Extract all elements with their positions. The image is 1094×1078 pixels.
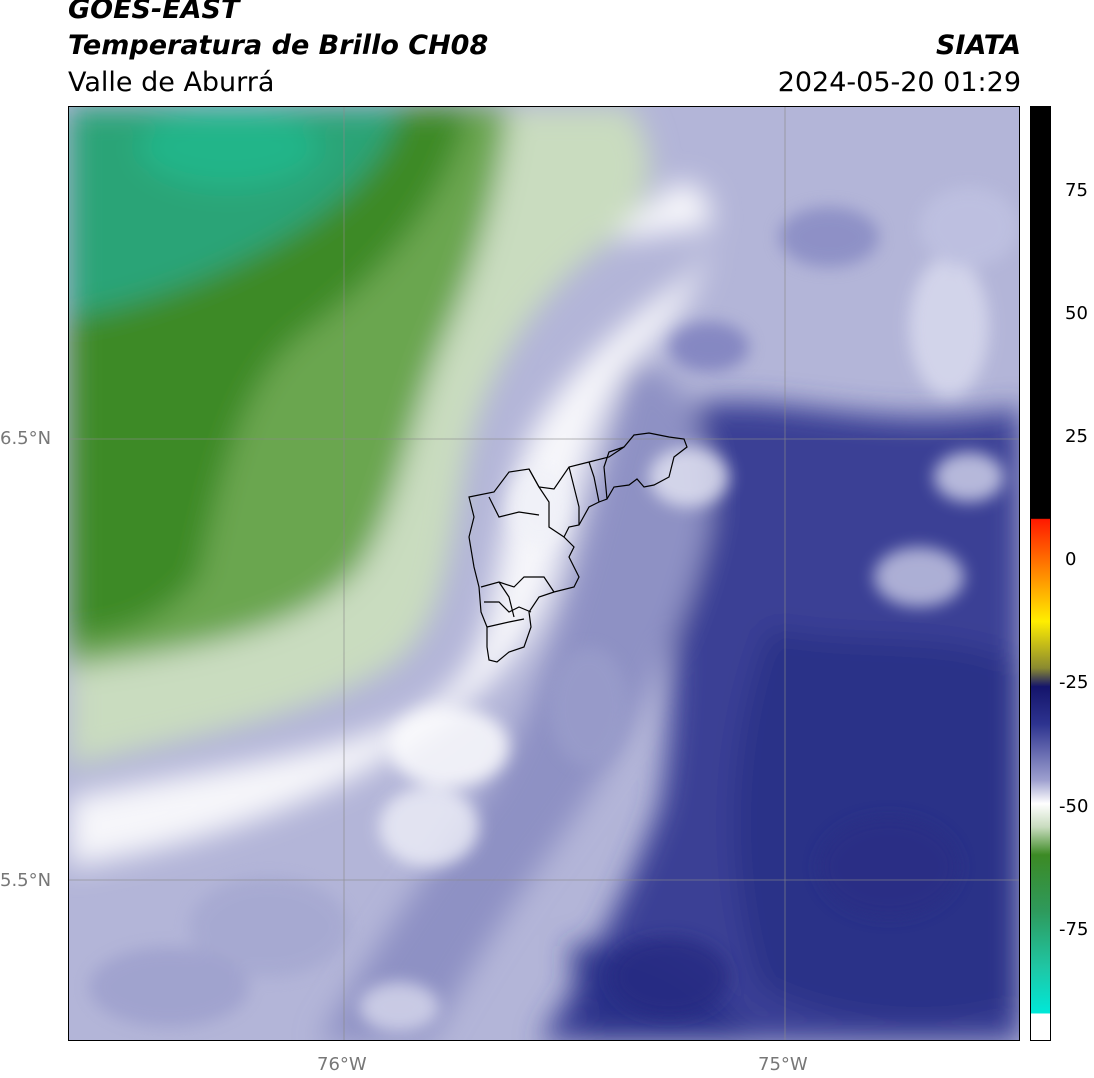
colorbar-tick: 25 [1065, 426, 1088, 447]
colorbar-tick: -50 [1059, 796, 1089, 817]
colorbar-tick: 0 [1065, 549, 1077, 570]
map-grid [69, 107, 1019, 1040]
lat-label-5-5n: 5.5°N [0, 870, 52, 891]
lon-label-76w: 76°W [317, 1054, 367, 1075]
organization-label: SIATA [935, 30, 1021, 61]
satellite-map [68, 106, 1020, 1041]
colorbar [1030, 106, 1051, 1041]
region-label: Valle de Aburrá [68, 67, 275, 98]
municipality-boundaries [468, 432, 688, 663]
product-title: Temperatura de Brillo CH08 [68, 30, 489, 61]
lon-label-75w: 75°W [758, 1054, 808, 1075]
colorbar-tick: 50 [1065, 303, 1088, 324]
timestamp-label: 2024-05-20 01:29 [777, 67, 1021, 98]
lat-label-6-5n: 6.5°N [0, 428, 52, 449]
colorbar-tick: -75 [1059, 919, 1089, 940]
colorbar-tick: -25 [1059, 672, 1089, 693]
satellite-title: GOES-EAST [68, 0, 240, 25]
brightness-temperature-field [69, 107, 1019, 1040]
colorbar-gradient [1031, 107, 1050, 1040]
colorbar-tick: 75 [1065, 180, 1088, 201]
